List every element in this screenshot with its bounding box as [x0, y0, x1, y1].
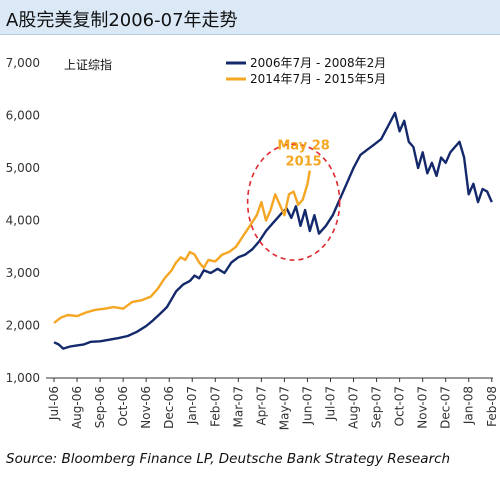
highlight-circle: [246, 143, 341, 261]
x-tick-label: Nov-07: [416, 386, 430, 429]
title-bar: A股完美复制2006-07年走势: [0, 0, 500, 35]
x-tick-label: Oct-07: [393, 386, 407, 426]
y-tick-label: 3,000: [6, 266, 40, 280]
x-tick-label: Dec-06: [162, 386, 176, 429]
series-line-2014-2015: [53, 170, 311, 324]
line-chart: 1,000 2,000 3,000 4,000 5,000 6,000 7,000 上证综指 J…: [6, 56, 499, 430]
x-tick-label: Jan-08: [462, 386, 476, 425]
x-tick-label: Feb-08: [485, 386, 499, 427]
annotation-text: May 28: [277, 139, 329, 154]
y-tick-label: 7,000: [6, 56, 40, 70]
y-tick-label: 2,000: [6, 319, 40, 333]
y-tick-label: 5,000: [6, 161, 40, 175]
x-tick-label: Jan-07: [185, 386, 199, 425]
y-tick-label: 4,000: [6, 214, 40, 228]
x-tick-label: Sep-07: [370, 386, 384, 428]
chart-title: A股完美复制2006-07年走势: [6, 10, 238, 31]
x-tick-label: Sep-06: [93, 386, 107, 428]
legend: 2006年7月 - 2008年2月 2014年7月 - 2015年5月: [226, 56, 386, 86]
x-tick-label: Aug-07: [347, 386, 361, 429]
legend-label: 2014年7月 - 2015年5月: [250, 72, 386, 86]
x-tick-label: Apr-07: [254, 386, 268, 426]
x-tick-label: Dec-07: [439, 386, 453, 429]
x-tick-label: Jul-06: [47, 386, 61, 421]
source-bar: Source: Bloomberg Finance LP, Deutsche B…: [0, 448, 500, 481]
x-tick-label: Oct-06: [116, 386, 130, 426]
x-tick-label: Mar-07: [231, 386, 245, 427]
axes: 1,000 2,000 3,000 4,000 5,000 6,000 7,000 上证综指 J…: [6, 56, 499, 430]
y-tick-label: 1,000: [6, 371, 40, 385]
chart-area: 1,000 2,000 3,000 4,000 5,000 6,000 7,000 上证综指 J…: [0, 35, 500, 445]
series-lines: [53, 111, 493, 350]
legend-label: 2006年7月 - 2008年2月: [250, 56, 386, 70]
x-tick-label: Feb-07: [208, 386, 222, 427]
series-line-2006-2008: [53, 111, 493, 350]
x-tick-label: Aug-06: [70, 386, 84, 429]
y-tick-label: 6,000: [6, 109, 40, 123]
x-tick-label: Jul-07: [323, 386, 337, 421]
source-note: Source: Bloomberg Finance LP, Deutsche B…: [6, 451, 451, 467]
x-tick-label: Nov-06: [139, 386, 153, 429]
annotation-text: 2015: [286, 155, 322, 170]
y-axis-label: 上证综指: [64, 57, 112, 72]
x-tick-label: Jun-07: [300, 386, 314, 425]
x-tick-label: May-07: [277, 386, 291, 430]
